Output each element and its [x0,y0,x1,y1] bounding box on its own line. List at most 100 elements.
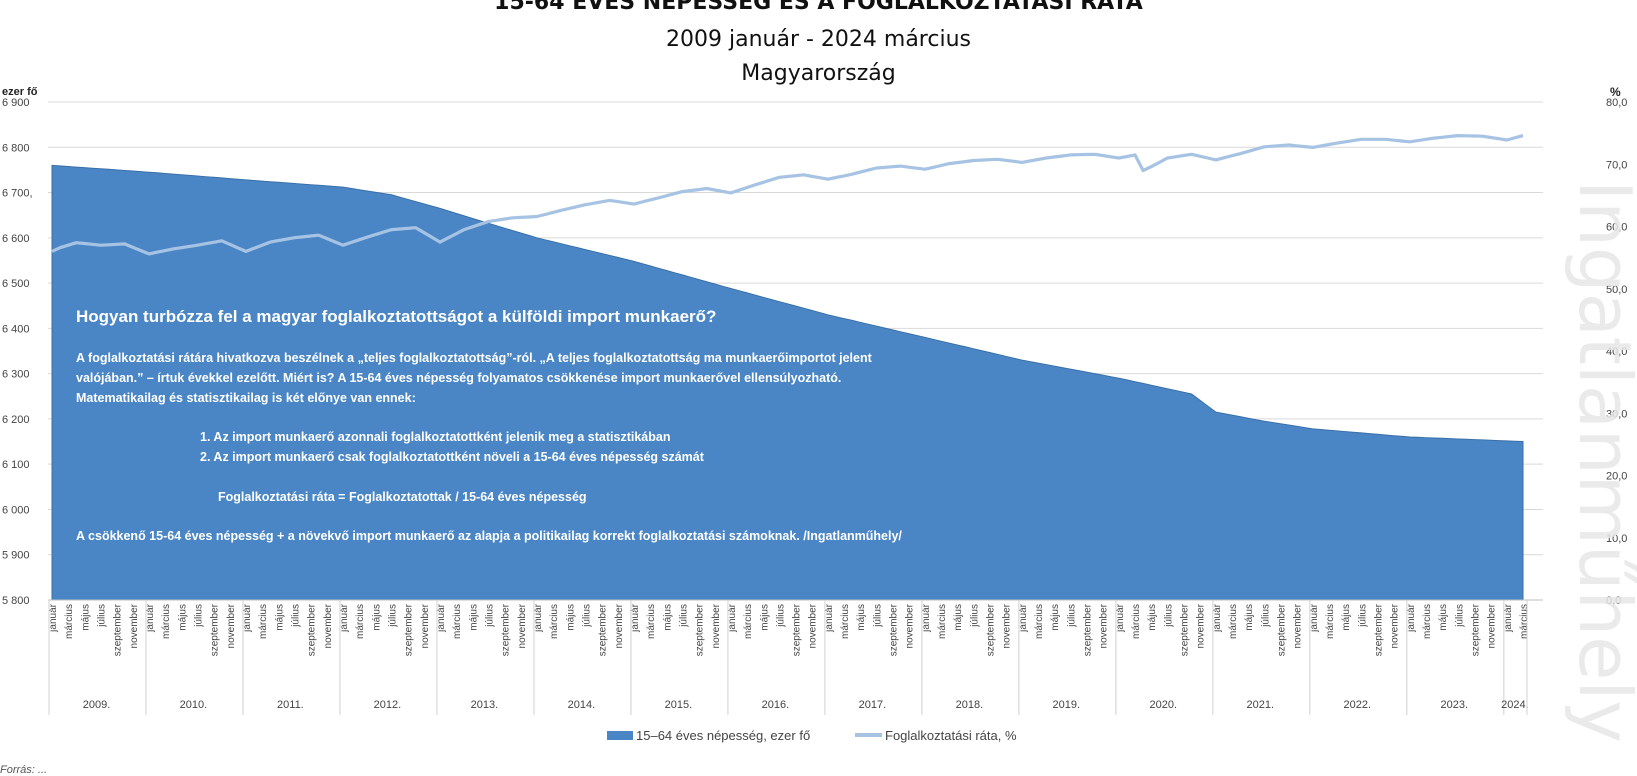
right-tick-label: 0,0 [1606,595,1621,607]
left-tick-label: 6 200 [2,414,30,426]
annotation-paragraph-line: valójában.” – írtuk évekkel ezelőtt. Mié… [76,371,841,385]
annotation-paragraph-line: Matematikailag és statisztikailag is két… [76,391,416,405]
month-tick-label: március [1325,604,1336,639]
chart-subtitle: 2009 január - 2024 március [666,27,971,52]
annotation-text-block: Hogyan turbózza fel a magyar foglalkozta… [76,307,902,543]
left-tick-label: 6 400 [2,323,30,335]
month-tick-label: március [161,604,172,639]
x-axis: január március május július szeptember novemb… [48,599,1543,715]
month-tick-label: március [1519,604,1530,639]
year-tick-label: 2019. [1053,699,1081,711]
month-tick-label: május [468,604,479,631]
month-tick-label: november [1099,603,1110,648]
month-tick-label: november [711,603,722,648]
month-tick-label: szeptember [113,603,124,656]
chart-region: Magyarország [741,61,896,86]
month-tick-label: március [743,604,754,639]
month-tick-label: november [1002,603,1013,648]
annotation-list-item: 2. Az import munkaerő csak foglalkoztato… [200,450,705,464]
year-tick-label: 2018. [956,699,984,711]
month-tick-label: november [614,603,625,648]
month-tick-label: január [242,603,253,632]
month-tick-label: május [80,604,91,631]
source-footnote: Forrás: ... [0,764,48,776]
month-tick-label: szeptember [1083,603,1094,656]
employment-rate-line-layer [51,134,1524,256]
month-tick-label: január [48,603,59,632]
month-tick-label: május [1244,604,1255,631]
annotation-list-item: 1. Az import munkaerő azonnali foglalkoz… [200,430,670,444]
month-tick-label: január [533,603,544,632]
month-tick-label: július [678,604,689,628]
month-tick-label: március [452,604,463,639]
month-tick-label: május [1438,604,1449,631]
year-tick-label: 2009. [83,699,111,711]
left-tick-label: 5 800 [2,595,30,607]
month-tick-label: szeptember [598,603,609,656]
legend-swatch-population [607,731,633,740]
legend-label-rate: Foglalkoztatási ráta, % [885,728,1017,743]
population-area [51,164,1524,601]
month-tick-label: január [1406,603,1417,632]
month-tick-label: november [1487,603,1498,648]
chart-title: 15-64 ÉVES NÉPESSÉG ÉS A FOGLALKOZTATÁSI… [494,0,1143,15]
left-axis: 6 900 6 800 6 700, 6 600 6 500 6 400 6 300 6 20… [2,97,33,607]
month-tick-label: január [1115,603,1126,632]
month-tick-label: május [953,604,964,631]
month-tick-label: január [1018,603,1029,632]
left-tick-label: 6 600 [2,233,30,245]
annotation-heading: Hogyan turbózza fel a magyar foglalkozta… [76,307,716,326]
month-tick-label: szeptember [986,603,997,656]
annotation-conclusion: A csökkenő 15-64 éves népesség + a növek… [76,529,902,543]
month-tick-label: november [905,603,916,648]
month-tick-label: május [371,604,382,631]
month-tick-label: november [1293,603,1304,648]
month-tick-label: július [291,604,302,628]
year-tick-label: 2012. [374,699,402,711]
left-tick-label: 6 900 [2,97,30,109]
right-tick-label: 70,0 [1606,159,1627,171]
month-tick-label: január [436,603,447,632]
left-tick-label: 6 700, [2,188,33,200]
month-tick-label: november [517,603,528,648]
month-tick-label: május [565,604,576,631]
month-tick-label: május [274,604,285,631]
month-tick-label: május [1341,604,1352,631]
month-tick-label: január [1503,603,1514,632]
month-tick-label: november [808,603,819,648]
month-tick-label: március [64,604,75,639]
month-tick-label: május [1147,604,1158,631]
year-tick-label: 2015. [665,699,693,711]
left-tick-label: 6 300 [2,369,30,381]
annotation-formula: Foglalkoztatási ráta = Foglalkoztatottak… [218,490,587,504]
month-tick-label: szeptember [1374,603,1385,656]
month-tick-label: március [937,604,948,639]
month-tick-label: január [1309,603,1320,632]
year-tick-label: 2014. [568,699,596,711]
year-tick-label: 2024. [1501,699,1529,711]
month-tick-label: július [1066,604,1077,628]
month-tick-label: január [630,603,641,632]
year-tick-label: 2016. [762,699,790,711]
month-tick-label: március [549,604,560,639]
month-tick-label: július [1454,604,1465,628]
month-tick-label: január [824,603,835,632]
month-tick-label: november [1390,603,1401,648]
right-tick-label: 50,0 [1606,284,1627,296]
month-tick-label: május [856,604,867,631]
month-tick-label: szeptember [307,603,318,656]
month-tick-label: július [969,604,980,628]
right-tick-label: 80,0 [1606,97,1627,109]
watermark: Ingatlanműhely [1563,180,1637,743]
month-tick-label: július [1357,604,1368,628]
year-tick-label: 2020. [1150,699,1178,711]
month-tick-label: július [1163,604,1174,628]
year-tick-label: 2022. [1344,699,1372,711]
month-tick-label: május [759,604,770,631]
month-tick-label: szeptember [695,603,706,656]
month-tick-label: március [840,604,851,639]
year-tick-label: 2021. [1247,699,1275,711]
month-tick-label: szeptember [792,603,803,656]
month-tick-label: május [1050,604,1061,631]
